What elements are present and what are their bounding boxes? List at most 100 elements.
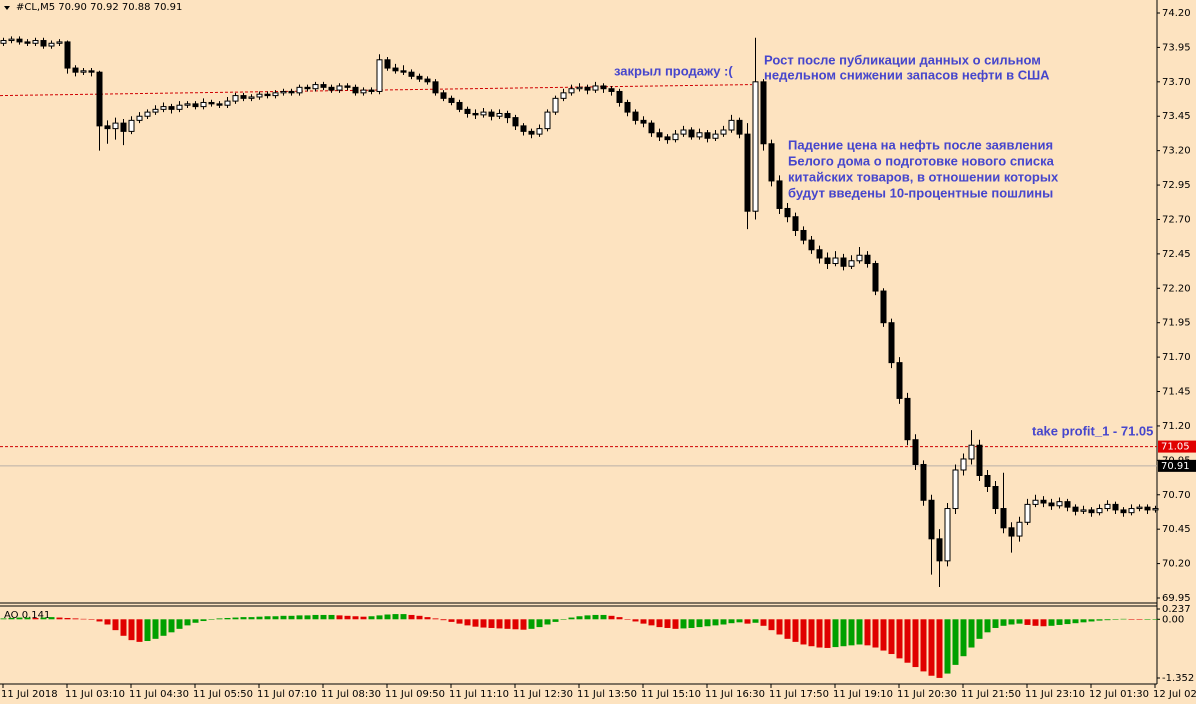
- candle-body: [400, 70, 407, 73]
- candle-body: [96, 71, 103, 127]
- x-tick-label: 11 Jul 04:30: [129, 689, 189, 700]
- indicator-bar: [864, 619, 871, 646]
- indicator-bar: [88, 619, 95, 620]
- candle-body: [392, 67, 399, 72]
- indicator-bar: [736, 619, 743, 623]
- candle-body: [688, 129, 695, 138]
- candle-body: [584, 86, 591, 91]
- candle-body: [648, 122, 655, 134]
- candle-body: [784, 207, 791, 218]
- candle-body: [720, 129, 727, 135]
- candle-body: [1032, 499, 1039, 505]
- candle-body: [792, 216, 799, 231]
- x-tick-label: 11 Jul 09:50: [385, 689, 445, 700]
- indicator-bar: [616, 617, 623, 620]
- candle-body: [608, 88, 615, 92]
- indicator-bar: [1064, 619, 1071, 625]
- candle-body: [1072, 506, 1079, 512]
- candle-body: [160, 106, 167, 110]
- indicator-bar: [672, 619, 679, 629]
- annotation: Белого дома о подготовке нового списка: [788, 153, 1055, 168]
- indicator-bar: [256, 616, 263, 620]
- indicator-bar: [224, 617, 231, 620]
- indicator-bar: [912, 619, 919, 668]
- indicator-bar: [480, 619, 487, 628]
- indicator-bar: [1000, 619, 1007, 626]
- candle-body: [200, 101, 207, 108]
- indicator-bar: [728, 619, 735, 624]
- candle-body: [408, 71, 415, 77]
- candle-body: [248, 96, 255, 99]
- indicator-bar: [216, 618, 223, 620]
- candle-body: [280, 90, 287, 94]
- candle-body: [568, 88, 575, 94]
- annotation: Рост после публикации данных о сильном: [764, 52, 1041, 67]
- indicator-bar: [24, 617, 31, 620]
- indicator-bar: [752, 619, 759, 623]
- candle-body: [696, 132, 703, 138]
- indicator-bar: [168, 619, 175, 633]
- y-tick-label: 73.45: [1162, 111, 1191, 122]
- candle-body: [872, 263, 879, 292]
- indicator-bar: [632, 619, 639, 622]
- candle-body: [888, 322, 895, 364]
- candle-body: [152, 108, 159, 113]
- candle-body: [968, 444, 975, 460]
- candle-body: [376, 59, 383, 92]
- candle-body: [424, 78, 431, 83]
- candle-body: [736, 119, 743, 135]
- indicator-bar: [112, 619, 119, 631]
- candle-body: [656, 132, 663, 138]
- indicator-bar: [320, 614, 327, 620]
- candle-body: [936, 538, 943, 562]
- y-tick-label: 69.95: [1162, 593, 1191, 604]
- trendline: [0, 84, 753, 97]
- y-tick-label: 70.70: [1162, 490, 1191, 501]
- candle-body: [136, 115, 143, 121]
- indicator-bar: [400, 614, 407, 620]
- candle-body: [808, 239, 815, 251]
- candle-body: [88, 70, 95, 73]
- candle-body: [680, 129, 687, 135]
- candle-body: [80, 70, 87, 73]
- candle-body: [832, 257, 839, 265]
- candle-body: [312, 84, 319, 90]
- indicator-bar: [600, 614, 607, 620]
- indicator-bar: [160, 619, 167, 636]
- indicator-bar: [392, 614, 399, 620]
- indicator-bar: [312, 614, 319, 620]
- candle-body: [8, 38, 15, 42]
- indicator-bar: [792, 619, 799, 642]
- candle-body: [296, 86, 303, 94]
- candle-body: [1152, 508, 1159, 511]
- price-level-tag: [1158, 459, 1196, 472]
- candle-body: [536, 128, 543, 135]
- indicator-bar: [64, 617, 71, 620]
- indicator-bar: [240, 617, 247, 620]
- indicator-bar: [768, 619, 775, 631]
- candle-body: [48, 42, 55, 47]
- indicator-bar: [48, 617, 55, 620]
- x-tick-label: 11 Jul 23:10: [1025, 689, 1085, 700]
- indicator-bar: [960, 619, 967, 657]
- candle-body: [104, 125, 111, 130]
- y-tick-label: 71.95: [1162, 318, 1191, 329]
- candle-body: [1144, 506, 1151, 511]
- y-tick-label: 72.45: [1162, 249, 1191, 260]
- indicator-bar: [272, 616, 279, 620]
- x-tick-label: 11 Jul 03:10: [65, 689, 125, 700]
- indicator-bar: [192, 619, 199, 623]
- indicator-bar: [904, 619, 911, 663]
- candle-body: [328, 86, 335, 91]
- x-tick-label: 11 Jul 11:10: [449, 689, 509, 700]
- candle-body: [16, 38, 23, 43]
- candle-body: [456, 101, 463, 110]
- candle-body: [1080, 509, 1087, 512]
- indicator-bar: [896, 619, 903, 659]
- candle-body: [344, 85, 351, 88]
- y-tick-label: 73.20: [1162, 146, 1191, 157]
- candle-body: [288, 90, 295, 94]
- indicator-bar: [712, 619, 719, 626]
- annotation: Падение цена на нефть после заявления: [788, 137, 1053, 152]
- price-level-label: 70.91: [1161, 461, 1190, 472]
